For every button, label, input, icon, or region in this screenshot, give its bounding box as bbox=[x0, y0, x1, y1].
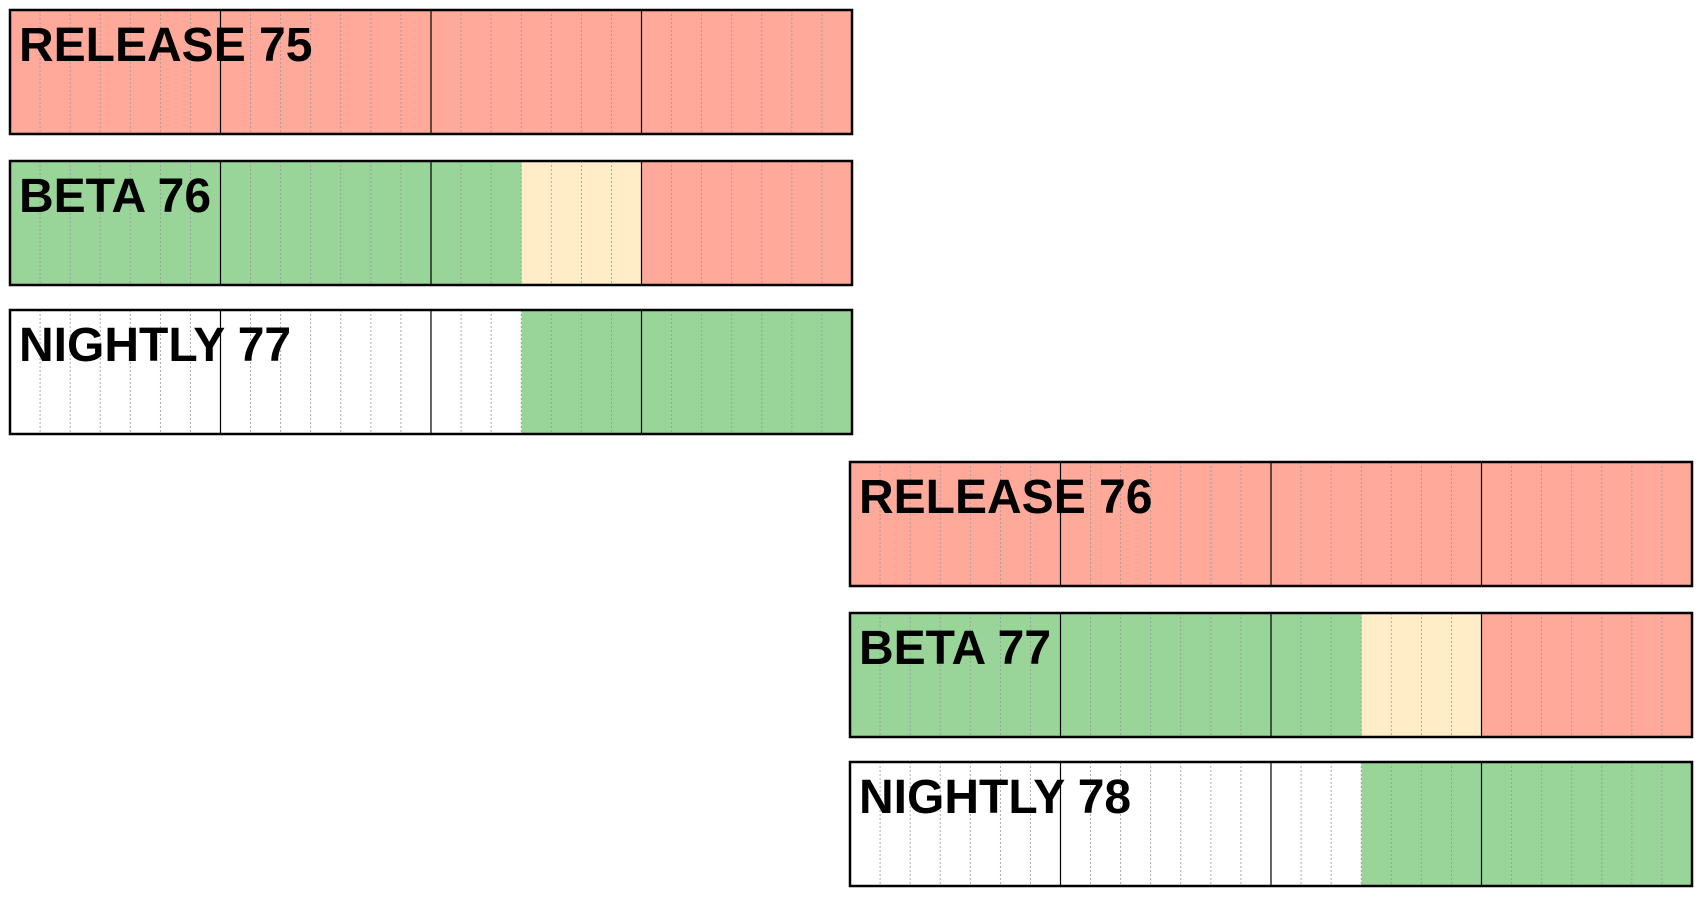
bar-release-76: RELEASE 76 bbox=[848, 460, 1694, 588]
bar-label: RELEASE 76 bbox=[859, 471, 1152, 524]
bar-label: RELEASE 75 bbox=[19, 19, 312, 72]
bar-label: NIGHTLY 78 bbox=[859, 771, 1131, 824]
bar-beta-76: BETA 76 bbox=[8, 159, 854, 287]
bar-border bbox=[8, 308, 854, 436]
bar-border bbox=[8, 159, 854, 287]
bar-release-75: RELEASE 75 bbox=[8, 8, 854, 136]
segment-release bbox=[641, 161, 852, 285]
segment-beta bbox=[1361, 762, 1692, 886]
segment-beta bbox=[521, 310, 852, 434]
bar-border bbox=[848, 760, 1694, 888]
segment-beta bbox=[10, 161, 522, 285]
bars-layer: RELEASE 75 BETA 76 NIGHTLY 77 RELEASE 76 BET… bbox=[8, 8, 1694, 888]
bar-border bbox=[848, 611, 1694, 739]
bar-label: BETA 77 bbox=[859, 622, 1051, 675]
bar-beta-77: BETA 77 bbox=[848, 611, 1694, 739]
bar-label: BETA 76 bbox=[19, 170, 211, 223]
segment-beta bbox=[850, 613, 1362, 737]
bar-label: NIGHTLY 77 bbox=[19, 319, 291, 372]
bar-border bbox=[8, 8, 854, 136]
bar-nightly-77: NIGHTLY 77 bbox=[8, 308, 854, 436]
bar-nightly-78: NIGHTLY 78 bbox=[848, 760, 1694, 888]
segment-empty bbox=[850, 762, 1362, 886]
bar-border bbox=[848, 460, 1694, 588]
segment-empty bbox=[10, 310, 522, 434]
segment-release bbox=[1481, 613, 1692, 737]
